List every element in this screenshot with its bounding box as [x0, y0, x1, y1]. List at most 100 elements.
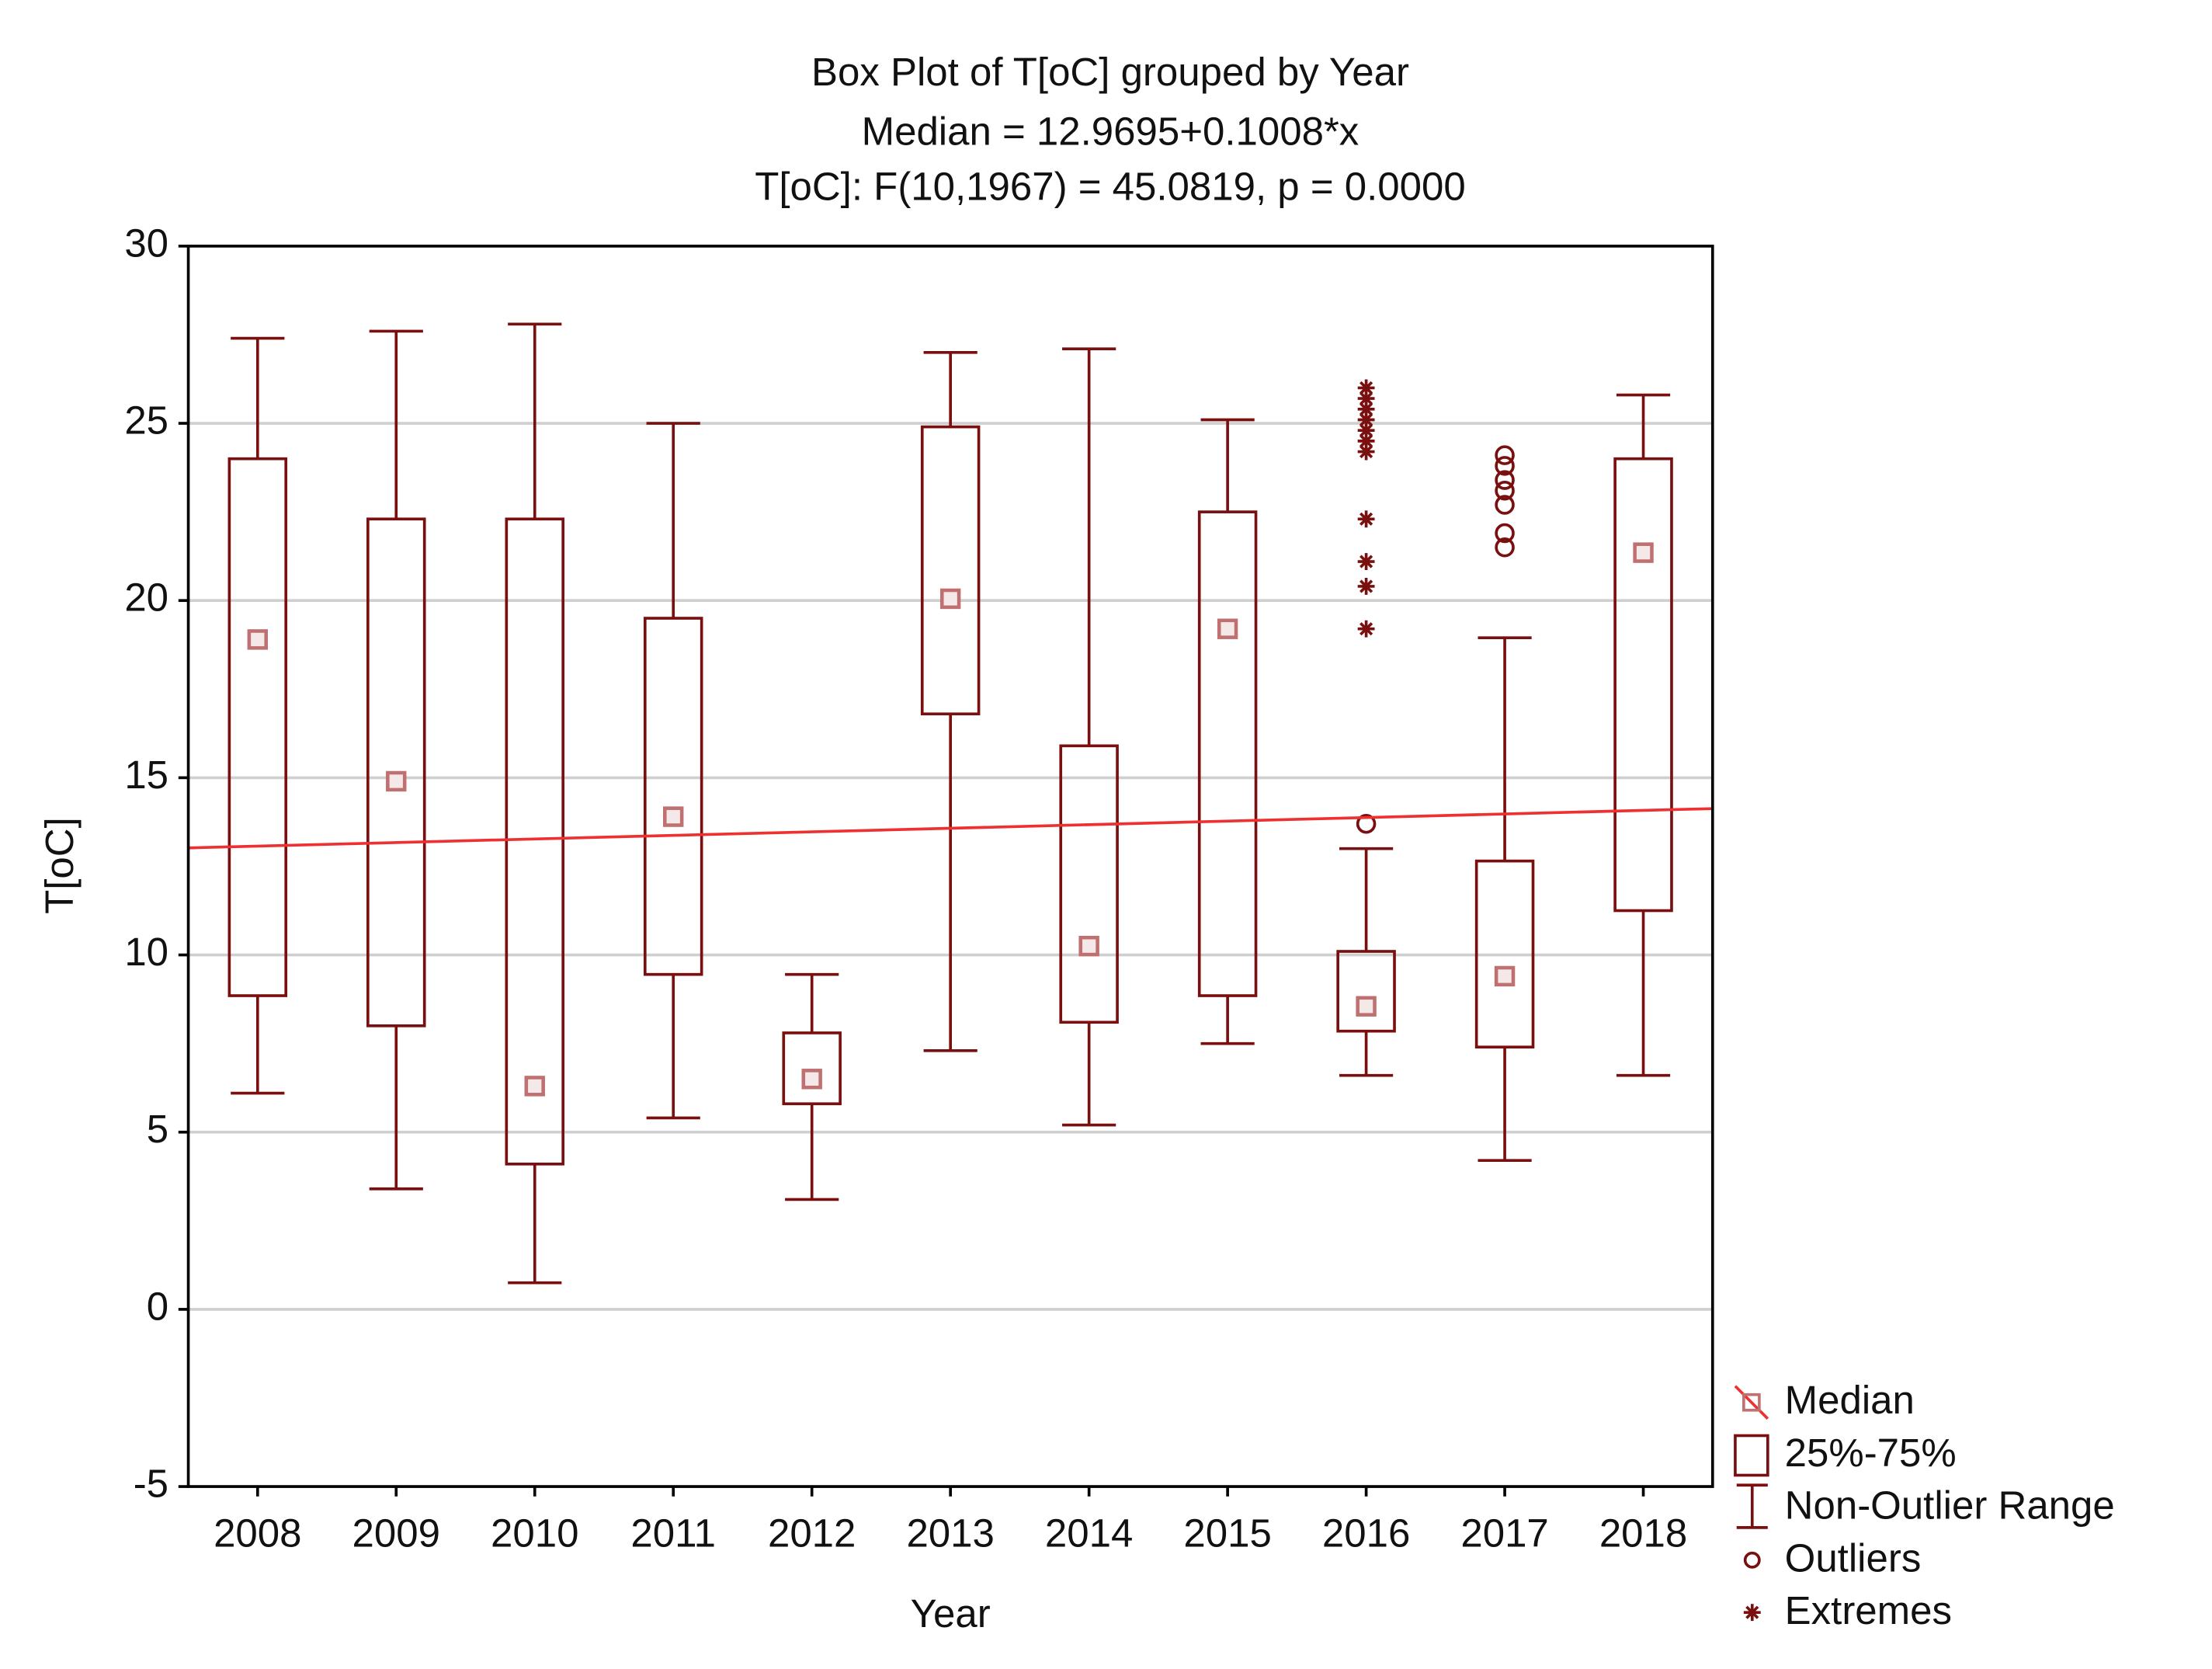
- lower-whisker: [1062, 1022, 1116, 1127]
- median-marker: [247, 629, 268, 650]
- median-marker: [1633, 542, 1654, 563]
- median-marker: [386, 770, 407, 792]
- extreme: [1357, 510, 1375, 528]
- lower-whisker: [785, 1104, 839, 1201]
- upper-whisker: [1200, 418, 1255, 513]
- box: [643, 617, 703, 976]
- extreme: [1357, 620, 1375, 638]
- upper-whisker: [785, 972, 839, 1033]
- extreme: [1357, 411, 1375, 429]
- x-tick-label: 2017: [1460, 1511, 1548, 1555]
- extreme: [1357, 443, 1375, 461]
- legend-label: Non-Outlier Range: [1785, 1483, 2115, 1528]
- y-tick-label: -5: [134, 1462, 168, 1506]
- outlier: [1495, 523, 1515, 544]
- lower-whisker: [369, 1025, 423, 1191]
- box: [1474, 859, 1535, 1049]
- chart-subtitle: T[oC]: F(10,1967) = 45.0819, p = 0.0000: [755, 165, 1466, 209]
- legend-icon: [1736, 1483, 1768, 1529]
- x-tick-label: 2013: [906, 1511, 994, 1555]
- lower-whisker: [231, 996, 285, 1095]
- legend-icon: [1734, 1385, 1769, 1420]
- chart-subtitle: Median = 12.9695+0.1008*x: [862, 109, 1359, 153]
- outlier: [1495, 445, 1515, 465]
- y-tick-label: 10: [124, 930, 168, 974]
- x-tick-label: 2015: [1183, 1511, 1271, 1555]
- extreme: [1357, 400, 1375, 418]
- y-axis-label: T[oC]: [37, 817, 82, 914]
- x-tick-label: 2010: [491, 1511, 578, 1555]
- y-tick-label: 25: [124, 398, 168, 443]
- x-axis-label: Year: [911, 1591, 991, 1636]
- legend-icon: [1743, 1551, 1761, 1569]
- median-marker: [1494, 965, 1516, 987]
- y-tick-label: 0: [147, 1284, 168, 1328]
- outlier: [1495, 537, 1515, 558]
- y-tick-label: 30: [124, 221, 168, 265]
- lower-whisker: [1339, 1031, 1394, 1077]
- box: [366, 517, 426, 1027]
- box: [1336, 950, 1396, 1033]
- upper-whisker: [369, 329, 423, 520]
- box: [1197, 510, 1258, 997]
- outlier: [1495, 481, 1515, 501]
- legend-icon: [1734, 1434, 1769, 1477]
- upper-whisker: [646, 422, 700, 619]
- plot-frame: [186, 245, 1714, 1488]
- box: [505, 517, 564, 1166]
- upper-whisker: [508, 322, 562, 520]
- lower-whisker: [646, 974, 700, 1120]
- x-tick-label: 2016: [1322, 1511, 1410, 1555]
- extreme: [1357, 432, 1375, 450]
- lower-whisker: [508, 1163, 562, 1285]
- legend-label: Median: [1785, 1378, 1915, 1422]
- x-tick-label: 2008: [214, 1511, 301, 1555]
- legend-icon: [1743, 1604, 1761, 1622]
- legend-icon: [1742, 1393, 1761, 1412]
- lower-whisker: [923, 714, 978, 1052]
- extreme: [1357, 379, 1375, 397]
- y-tick-label: 15: [124, 753, 168, 797]
- outlier: [1356, 813, 1377, 834]
- lower-whisker: [1478, 1047, 1532, 1163]
- outlier: [1495, 456, 1515, 476]
- upper-whisker: [1478, 636, 1532, 861]
- extreme: [1357, 553, 1375, 570]
- median-marker: [939, 588, 961, 610]
- median-marker: [801, 1069, 822, 1090]
- x-tick-label: 2011: [630, 1511, 716, 1555]
- box: [227, 457, 288, 997]
- outlier: [1495, 495, 1515, 515]
- trend-line: [188, 807, 1713, 850]
- extreme: [1357, 422, 1375, 440]
- upper-whisker: [1339, 847, 1394, 951]
- median-marker: [1217, 618, 1238, 639]
- upper-whisker: [1062, 347, 1116, 746]
- legend-label: Outliers: [1785, 1535, 1922, 1580]
- box: [1613, 457, 1673, 913]
- median-marker: [1078, 935, 1099, 957]
- median-marker: [524, 1076, 545, 1097]
- y-tick-label: 5: [147, 1107, 168, 1151]
- median-marker: [663, 806, 684, 827]
- x-tick-label: 2009: [352, 1511, 440, 1555]
- x-tick-label: 2018: [1599, 1511, 1687, 1555]
- x-tick-label: 2014: [1045, 1511, 1133, 1555]
- box: [920, 425, 981, 716]
- y-tick-label: 20: [124, 575, 168, 620]
- legend-icons: [1734, 1385, 1769, 1622]
- box: [782, 1031, 842, 1106]
- lower-whisker: [1200, 996, 1255, 1045]
- x-tick-label: 2012: [768, 1511, 856, 1555]
- upper-whisker: [1616, 393, 1671, 459]
- lower-whisker: [1616, 910, 1671, 1077]
- upper-whisker: [231, 336, 285, 459]
- extreme: [1357, 390, 1375, 408]
- legend-label: 25%-75%: [1785, 1431, 1957, 1475]
- median-marker: [1356, 996, 1377, 1017]
- upper-whisker: [923, 350, 978, 427]
- legend-label: Extremes: [1785, 1588, 1952, 1632]
- outlier: [1495, 470, 1515, 490]
- chart-title: Box Plot of T[oC] grouped by Year: [811, 50, 1409, 94]
